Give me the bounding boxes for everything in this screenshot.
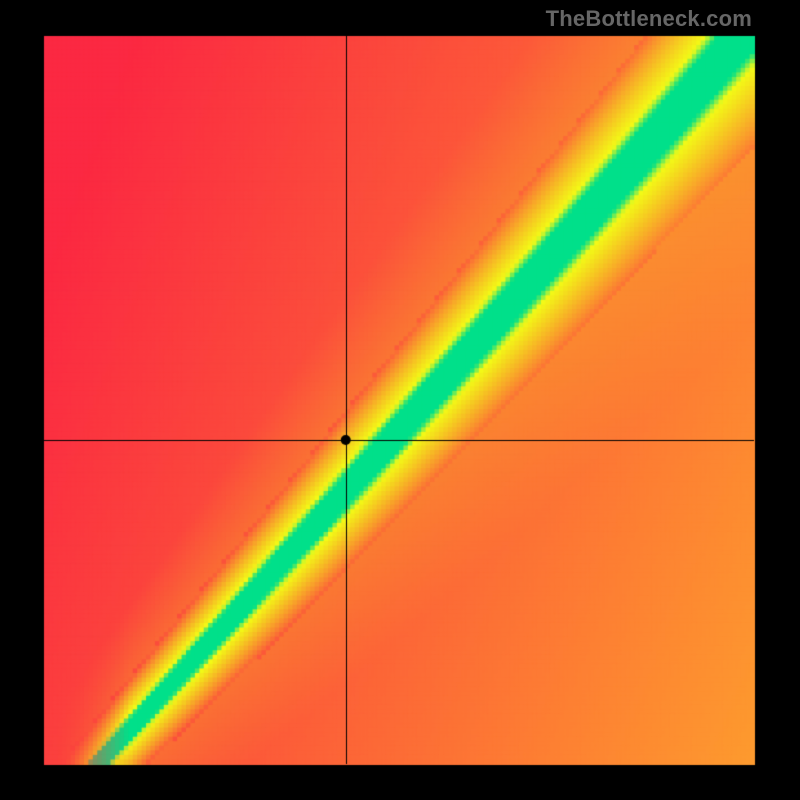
heatmap-canvas (0, 0, 800, 800)
attribution-label: TheBottleneck.com (546, 6, 752, 32)
chart-container: TheBottleneck.com (0, 0, 800, 800)
